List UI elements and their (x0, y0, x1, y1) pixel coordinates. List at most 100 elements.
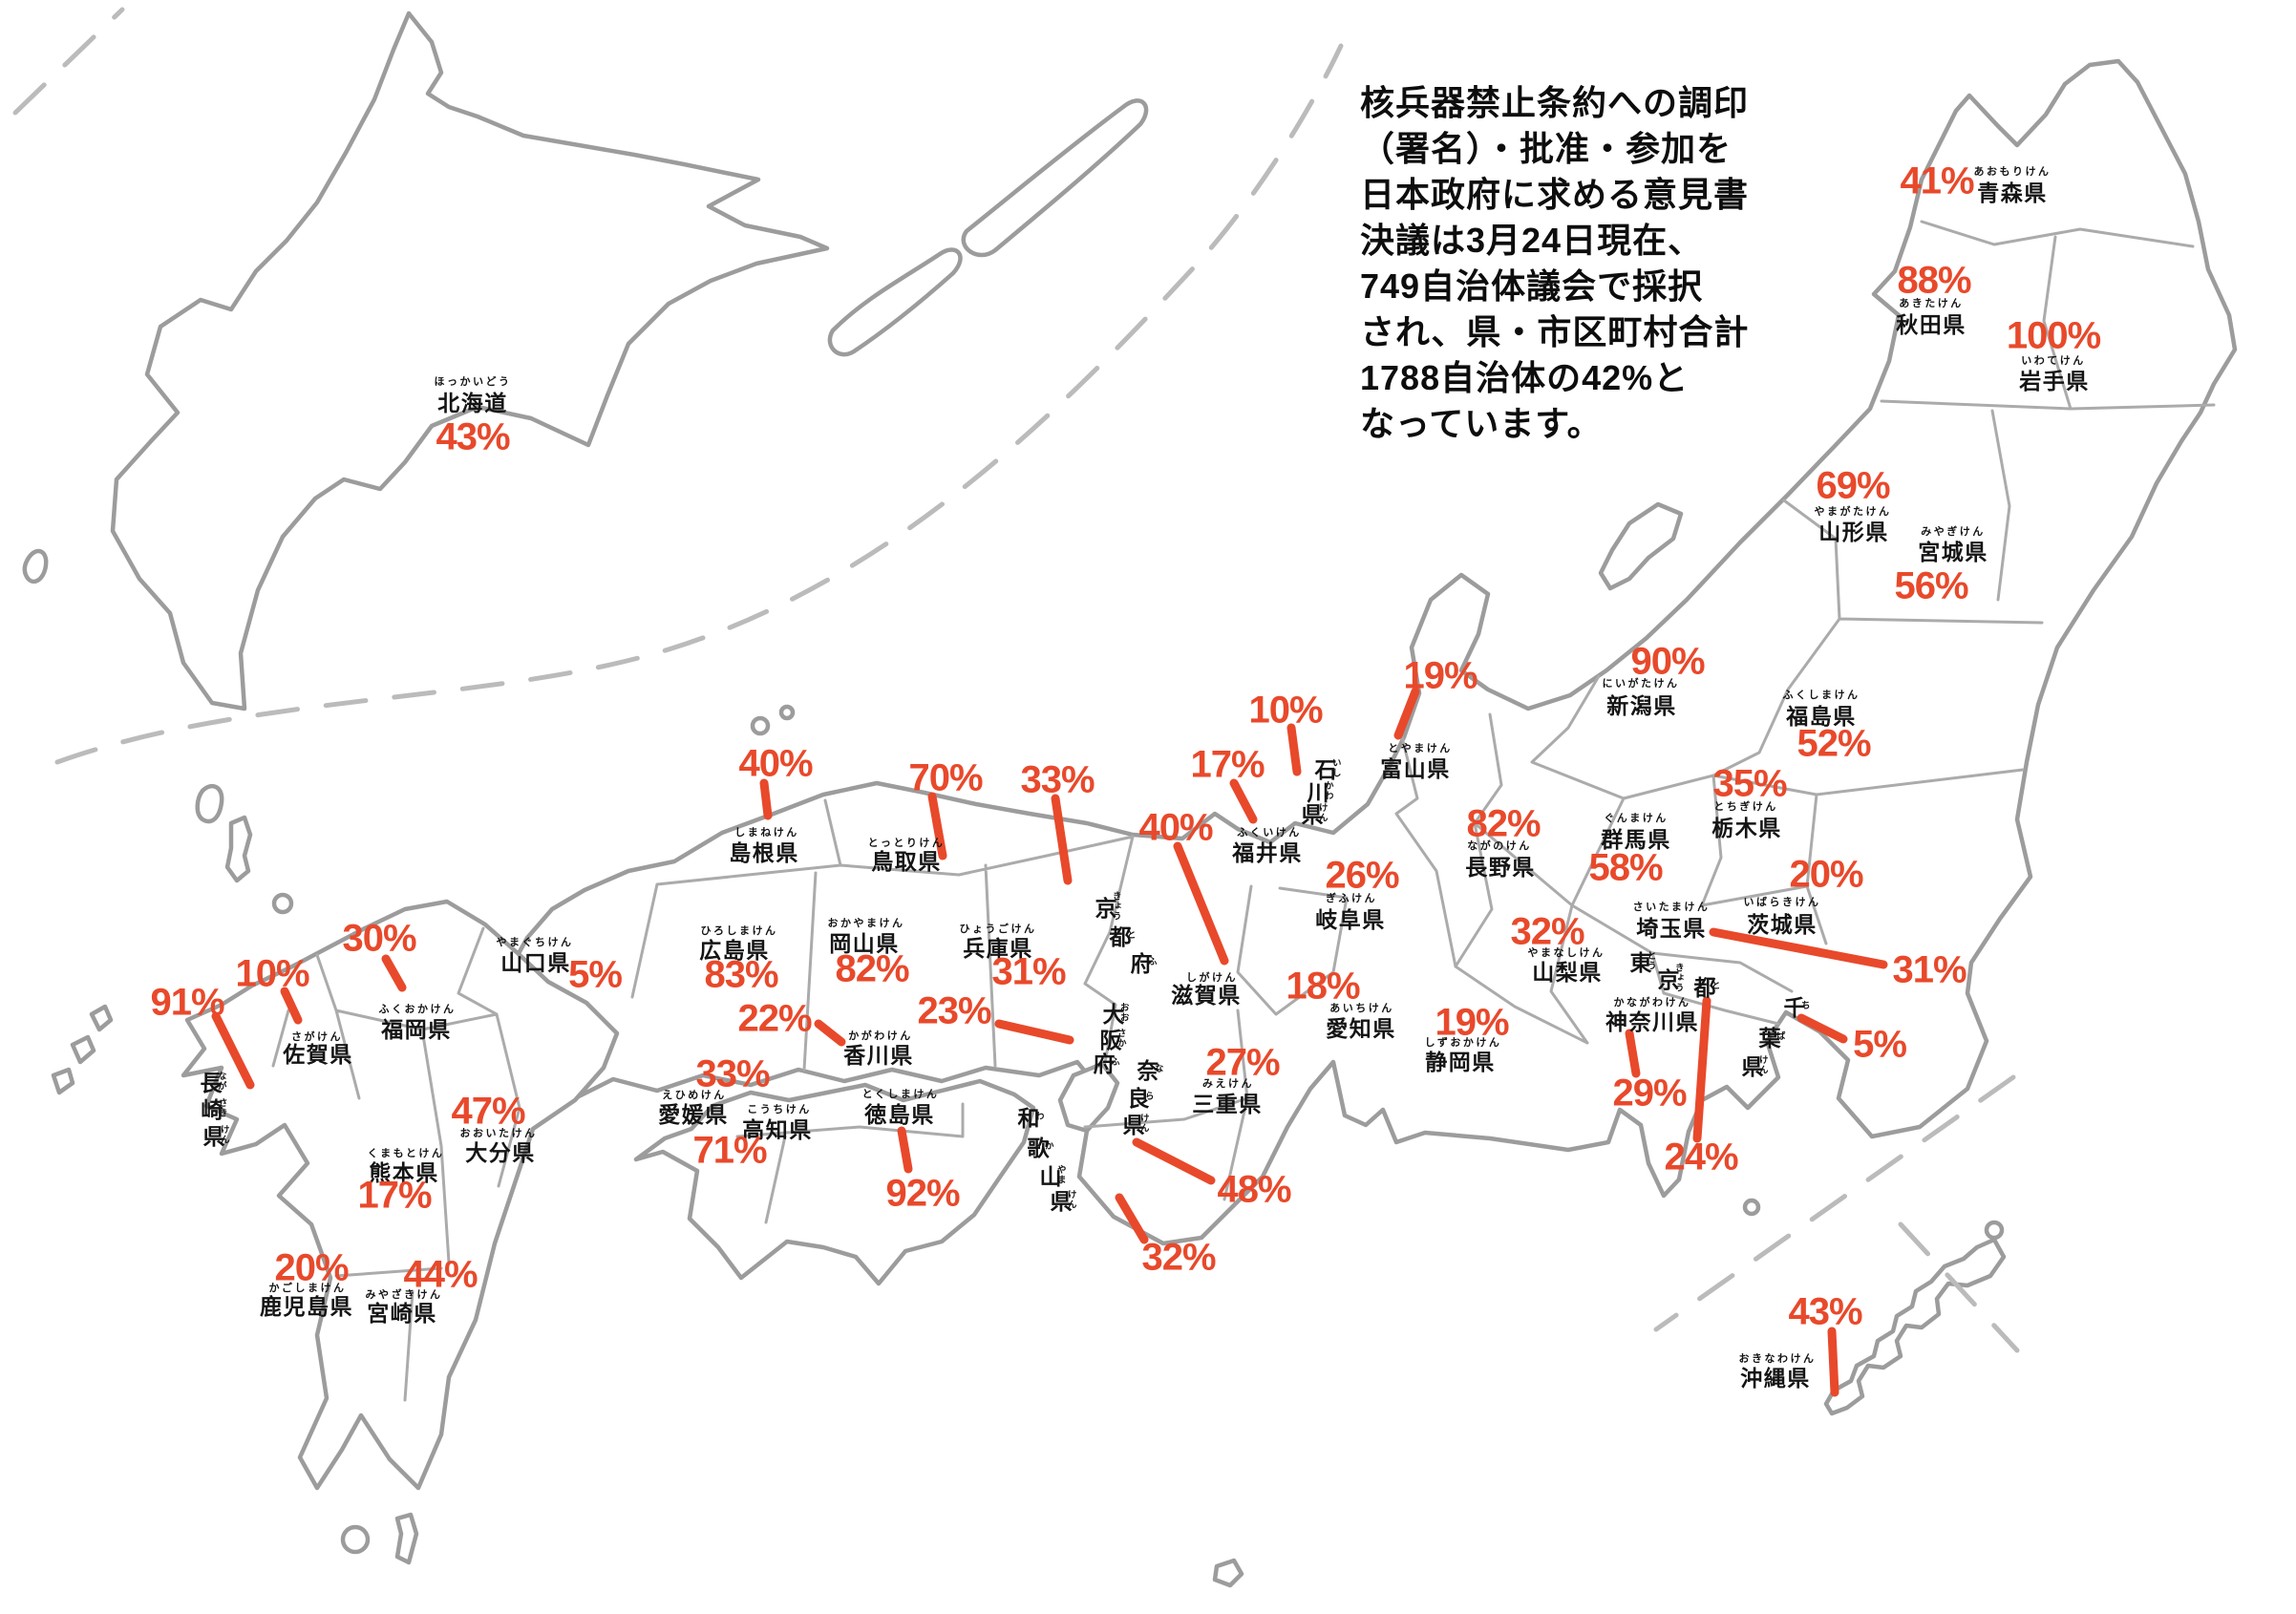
prefecture-name: 神奈川県 (1605, 1009, 1699, 1034)
prefecture-name: 秋田県 (1896, 312, 1966, 337)
island-hachijo (1212, 1558, 1244, 1588)
leader-line (1827, 1327, 1839, 1397)
prefecture-furigana: ふくいけん (1237, 827, 1302, 839)
prefecture-name: 鳥取県 (871, 849, 942, 874)
boundary-dashed-topleft (12, 7, 125, 116)
island-kojima (195, 783, 224, 824)
prefecture-furigana: あおもりけん (1973, 166, 2052, 178)
prefecture-furigana: おおいたけん (459, 1128, 538, 1139)
prefecture-furigana: さき (216, 1097, 227, 1118)
prefecture-furigana: けん (1316, 802, 1328, 823)
prefecture-name: 崎 (201, 1097, 223, 1122)
prefecture-percentage: 56% (1894, 564, 1968, 607)
prefecture-name: 和 (1017, 1106, 1040, 1131)
prefecture-furigana: ながのけん (1467, 840, 1532, 852)
prefecture-furigana: いし (1329, 757, 1341, 778)
prefecture-name: 県 (1122, 1113, 1145, 1137)
prefecture-name: 県 (1301, 802, 1324, 827)
prefecture-name-char: 山やま (1039, 1163, 1066, 1189)
leader-line (1625, 1029, 1641, 1078)
prefecture-name-char: 崎さき (201, 1096, 227, 1122)
boundary-dashed-arc (54, 43, 1344, 765)
prefecture-percentage: 19% (1403, 654, 1478, 697)
prefecture-furigana: ち (1798, 1000, 1810, 1011)
prefecture-name: 香川県 (843, 1043, 914, 1068)
prefecture-name-char: 奈な (1137, 1057, 1163, 1083)
prefecture-name-char: 都と (1693, 974, 1720, 1000)
leader-line (381, 954, 407, 992)
prefecture-furigana: ふくしまけん (1782, 690, 1860, 701)
prefecture-furigana: みやざきけん (365, 1289, 443, 1301)
prefecture-name: 県 (1741, 1054, 1764, 1079)
island-daito (1984, 1220, 2005, 1241)
prefecture-name: 徳島県 (864, 1102, 935, 1127)
prefecture-percentage: 19% (1435, 1001, 1509, 1044)
prefecture-name: 都 (1693, 975, 1716, 1000)
prefecture-name: 大分県 (465, 1140, 536, 1165)
prefecture-furigana: けん (1137, 1113, 1149, 1134)
prefecture-furigana: おきなわけん (1738, 1353, 1817, 1365)
prefecture-percentage: 17% (357, 1174, 432, 1217)
prefecture-name: 府 (1130, 951, 1153, 976)
leader-line (1286, 723, 1302, 776)
prefecture-name: 岐阜県 (1315, 907, 1386, 932)
prefecture-name: 阪 (1099, 1028, 1122, 1052)
prefecture-furigana: おお (1117, 1002, 1129, 1023)
prefecture-percentage: 48% (1217, 1168, 1291, 1211)
prefecture-name-char: 京きょう (1657, 963, 1684, 993)
leader-line (1132, 1137, 1216, 1185)
prefecture-name: 群馬県 (1601, 827, 1671, 852)
prefecture-furigana: やまがたけん (1814, 506, 1892, 518)
prefecture-percentage: 88% (1897, 259, 1971, 302)
prefecture-name-char: 阪さか (1099, 1027, 1126, 1052)
prefecture-name-char: 県けん (1741, 1053, 1768, 1079)
prefecture-furigana: ふ (1108, 1056, 1119, 1068)
prefecture-percentage: 33% (1020, 758, 1095, 801)
prefecture-furigana: ほっかいどう (434, 376, 512, 388)
prefecture-percentage: 58% (1588, 846, 1663, 889)
prefecture-percentage: 83% (704, 953, 778, 996)
prefecture-furigana: ふくおかけん (378, 1004, 457, 1015)
leader-line (994, 1019, 1074, 1045)
prefecture-percentage: 52% (1796, 722, 1871, 765)
prefecture-name: 長野県 (1465, 855, 1536, 880)
prefecture-name: 青森県 (1977, 181, 2048, 205)
prefecture-name-char: 川かわ (1307, 779, 1333, 805)
leader-line (897, 1126, 913, 1174)
prefecture-percentage: 10% (1248, 689, 1323, 732)
prefecture-percentage: 43% (1788, 1290, 1862, 1333)
intro-line: され、県・市区町村合計 (1360, 312, 1750, 351)
prefecture-percentage: 27% (1205, 1041, 1280, 1084)
prefecture-percentage: 43% (436, 415, 510, 458)
prefecture-furigana: けん (1065, 1189, 1076, 1210)
prefecture-name: 愛知県 (1326, 1016, 1396, 1041)
prefecture-furigana: おかやまけん (827, 918, 905, 929)
prefecture-name: 沖縄県 (1740, 1366, 1811, 1391)
prefecture-furigana: ぐんまけん (1604, 813, 1669, 824)
prefecture-name: 山形県 (1818, 520, 1889, 544)
prefecture-percentage: 40% (1138, 806, 1213, 849)
intro-text: 核兵器禁止条約への調印 （署名）・批准・参加を 日本政府に求める意見書 決議は3… (1360, 80, 1749, 447)
prefecture-furigana: あいちけん (1329, 1003, 1394, 1014)
prefecture-percentage: 31% (1892, 948, 1966, 991)
leader-line (1115, 1193, 1149, 1244)
prefecture-furigana: やまぐちけん (496, 937, 574, 948)
prefecture-name-char: 歌か (1027, 1135, 1053, 1160)
prefecture-name: 東 (1629, 950, 1652, 975)
intro-line: 核兵器禁止条約への調印 (1360, 83, 1750, 122)
prefecture-furigana: かながわけん (1613, 997, 1691, 1009)
prefecture-name: 新潟県 (1606, 693, 1677, 718)
leader-line (1393, 687, 1420, 740)
prefecture-percentage: 17% (1190, 743, 1265, 786)
boundary-dashed-okinawa-2 (1898, 1221, 2020, 1353)
prefecture-percentage: 24% (1664, 1136, 1738, 1179)
prefecture-name: 福井県 (1232, 840, 1303, 865)
leader-line (1796, 1013, 1848, 1044)
prefecture-name: 葉 (1758, 1026, 1781, 1051)
prefecture-furigana: ぎふけん (1326, 893, 1377, 904)
prefecture-name: 熊本県 (369, 1160, 439, 1185)
prefecture-name: 滋賀県 (1171, 983, 1242, 1008)
prefecture-name: 広島県 (699, 938, 770, 963)
prefecture-furigana: わ (1032, 1111, 1044, 1122)
